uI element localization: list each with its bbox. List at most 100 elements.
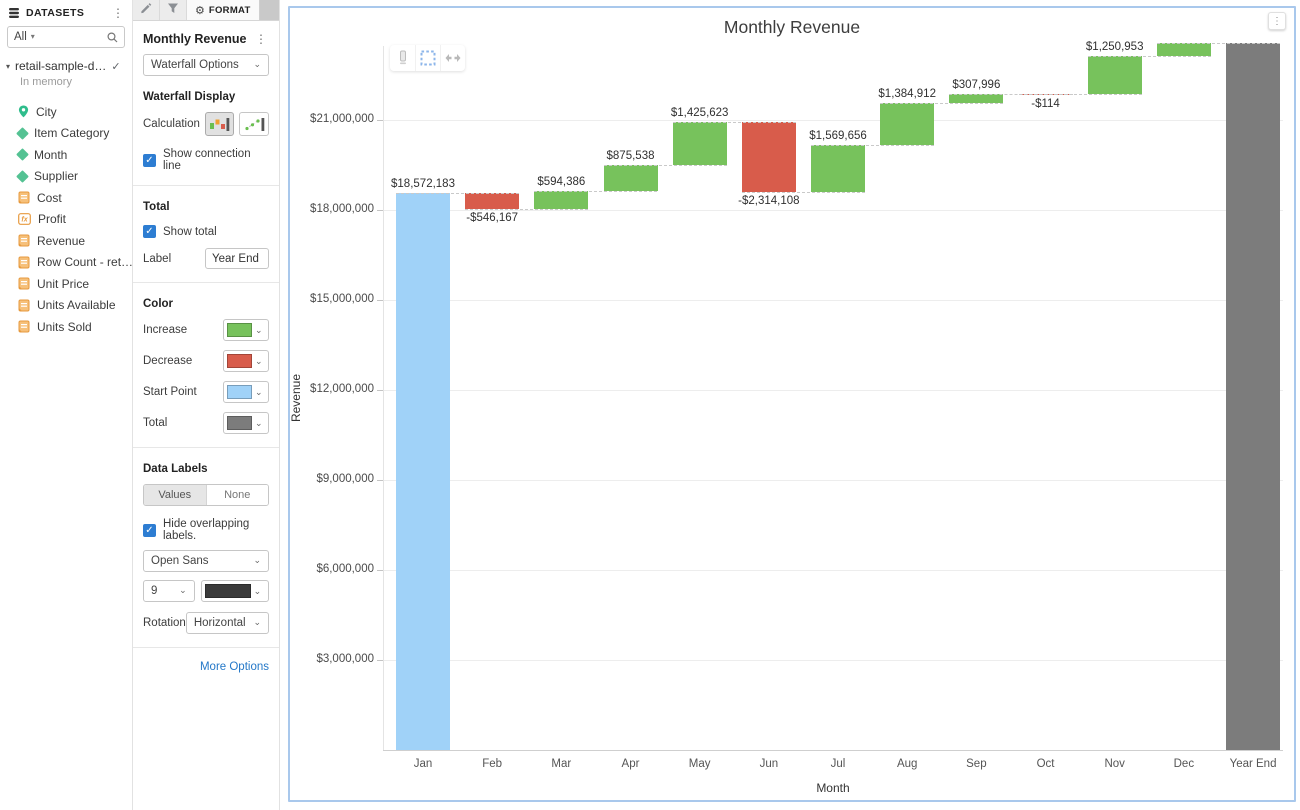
field-units-available[interactable]: Units Available bbox=[0, 295, 132, 317]
chevron-down-icon: ⌄ bbox=[255, 324, 263, 335]
expand-caret-icon[interactable]: ▾ bbox=[6, 61, 11, 71]
chart-card[interactable]: $3,000,000 $6,000,000 $9,000,000 $12,000,00… bbox=[288, 6, 1296, 802]
measure-icon bbox=[18, 277, 30, 290]
calculation-line-button[interactable] bbox=[239, 112, 269, 136]
field-revenue[interactable]: Revenue bbox=[0, 230, 132, 252]
chevron-down-icon: ⌄ bbox=[179, 584, 187, 595]
x-axis-label: Apr bbox=[621, 758, 640, 770]
increase-color-dropdown[interactable]: ⌄ bbox=[223, 319, 269, 341]
font-dropdown[interactable]: Open Sans ⌄ bbox=[143, 550, 269, 572]
x-axis-label: Year End bbox=[1229, 758, 1277, 770]
y-axis-tick bbox=[377, 480, 383, 481]
start-point-color-dropdown[interactable]: ⌄ bbox=[223, 381, 269, 403]
total-color-dropdown[interactable]: ⌄ bbox=[223, 412, 269, 434]
filter-funnel-icon bbox=[167, 1, 179, 19]
y-axis-tick bbox=[377, 660, 383, 661]
box-select-tool-button[interactable] bbox=[415, 45, 440, 71]
datasets-title: DATASETS bbox=[26, 7, 85, 19]
y-axis-tick bbox=[377, 570, 383, 571]
field-item-category[interactable]: Item Category bbox=[0, 123, 132, 145]
field-unit-price[interactable]: Unit Price bbox=[0, 273, 132, 295]
waterfall-bar-may[interactable] bbox=[672, 122, 727, 166]
waterfall-bar-jun[interactable] bbox=[741, 122, 796, 192]
dimension-icon bbox=[16, 148, 29, 162]
gridline bbox=[383, 660, 1283, 661]
connector-line bbox=[603, 165, 727, 167]
font-size-dropdown[interactable]: 9 ⌄ bbox=[143, 580, 195, 602]
search-icon[interactable] bbox=[107, 31, 118, 43]
measure-icon bbox=[18, 299, 30, 312]
waterfall-bar-aug[interactable] bbox=[880, 103, 935, 145]
data-labels-values-button[interactable]: Values bbox=[144, 485, 206, 505]
dataset-row[interactable]: ▾ retail-sample-d… ✓ ⋮ bbox=[0, 57, 140, 73]
tab-filter[interactable] bbox=[160, 0, 187, 20]
visual-title-menu-icon[interactable]: ⋮ bbox=[255, 32, 267, 46]
calculation-label: Calculation bbox=[143, 118, 200, 130]
data-labels-none-button[interactable]: None bbox=[205, 485, 268, 505]
visual-title: Monthly Revenue bbox=[143, 32, 247, 46]
total-label-input[interactable] bbox=[205, 248, 269, 269]
show-connection-line-checkbox[interactable]: ✓ Show connection line bbox=[143, 148, 269, 172]
y-axis-tick bbox=[377, 120, 383, 121]
total-heading: Total bbox=[143, 201, 170, 213]
tab-format-label: FORMAT bbox=[208, 4, 251, 16]
checkbox-checked-icon: ✓ bbox=[143, 153, 156, 167]
more-options-link[interactable]: More Options bbox=[199, 661, 269, 673]
waterfall-chart: $3,000,000 $6,000,000 $9,000,000 $12,000,00… bbox=[289, 8, 1294, 800]
total-color-label: Total bbox=[143, 417, 168, 429]
font-color-dropdown[interactable]: ⌄ bbox=[200, 580, 269, 602]
field-units-sold[interactable]: Units Sold bbox=[0, 316, 132, 338]
waterfall-bar-sep[interactable] bbox=[949, 93, 1004, 104]
datasets-menu-icon[interactable]: ⋮ bbox=[112, 6, 124, 20]
total-label-label: Label bbox=[143, 252, 172, 265]
show-total-checkbox[interactable]: ✓ Show total bbox=[143, 225, 269, 238]
waterfall-bar-jan[interactable] bbox=[396, 192, 450, 750]
x-axis-label: Dec bbox=[1173, 758, 1195, 770]
calculated-field-icon: fx bbox=[18, 213, 31, 226]
field-supplier[interactable]: Supplier bbox=[0, 166, 132, 188]
waterfall-options-dropdown[interactable]: Waterfall Options ⌄ bbox=[143, 54, 269, 76]
gridline bbox=[383, 120, 1283, 121]
decrease-color-label: Decrease bbox=[143, 355, 193, 367]
field-month[interactable]: Month bbox=[0, 144, 132, 166]
decrease-color-dropdown[interactable]: ⌄ bbox=[223, 350, 269, 372]
field-city[interactable]: City bbox=[0, 101, 132, 123]
chevron-down-icon: ⌄ bbox=[253, 585, 262, 596]
gridline bbox=[383, 210, 1283, 211]
hide-overlapping-checkbox[interactable]: ✓ Hide overlapping labels. bbox=[143, 518, 269, 542]
tab-edit[interactable] bbox=[133, 0, 160, 20]
x-axis-label: Jul bbox=[830, 758, 846, 770]
x-axis-label: Feb bbox=[482, 758, 503, 770]
waterfall-bar-dec[interactable] bbox=[1156, 42, 1211, 57]
calculation-bars-button[interactable] bbox=[204, 112, 235, 136]
x-axis-label: Sep bbox=[966, 758, 987, 770]
rotation-dropdown[interactable]: Horizontal ⌄ bbox=[185, 612, 269, 634]
data-label: $594,386 bbox=[537, 176, 586, 189]
checkbox-checked-icon: ✓ bbox=[143, 225, 156, 238]
waterfall-bar-apr[interactable] bbox=[603, 165, 658, 192]
waterfall-bar-jul[interactable] bbox=[811, 144, 866, 192]
section-divider bbox=[133, 447, 279, 448]
dataset-name: retail-sample-d… bbox=[15, 59, 107, 73]
field-filter-dropdown[interactable]: All ▾ bbox=[7, 26, 125, 48]
chevron-down-icon: ⌄ bbox=[255, 386, 263, 397]
waterfall-bar-mar[interactable] bbox=[534, 191, 589, 210]
datasets-sidebar: DATASETS ⋮ All ▾ ▾ retail-sample-d… ✓ ⋮ … bbox=[0, 0, 140, 810]
field-row-count[interactable]: Row Count - ret… bbox=[0, 252, 133, 274]
pencil-icon bbox=[140, 1, 152, 19]
dataset-check-icon: ✓ bbox=[111, 60, 121, 73]
gridline bbox=[383, 390, 1283, 391]
tab-format[interactable]: ⚙ FORMAT bbox=[187, 0, 260, 20]
waterfall-bar-nov[interactable] bbox=[1087, 56, 1142, 94]
kebab-menu-icon: ⋮ bbox=[1272, 15, 1282, 27]
chart-menu-button[interactable]: ⋮ bbox=[1268, 12, 1286, 30]
field-profit[interactable]: fx Profit bbox=[0, 209, 132, 231]
gridline bbox=[383, 570, 1283, 571]
waterfall-bar-year-end[interactable] bbox=[1226, 42, 1281, 750]
field-cost[interactable]: Cost bbox=[0, 187, 132, 209]
zoom-slider-tool-button[interactable] bbox=[390, 45, 415, 71]
data-labels-toggle: Values None bbox=[143, 484, 269, 506]
waterfall-bar-feb[interactable] bbox=[465, 192, 520, 210]
measure-icon bbox=[18, 320, 30, 333]
horizontal-zoom-tool-button[interactable] bbox=[440, 45, 465, 71]
